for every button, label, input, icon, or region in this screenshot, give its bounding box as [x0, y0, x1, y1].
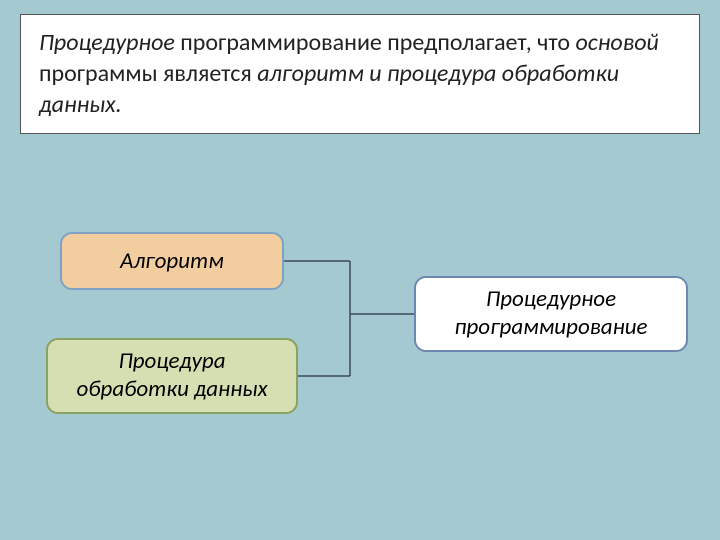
node-result: Процедурное программирование — [414, 276, 688, 352]
algorithm-label: Алгоритм — [120, 247, 224, 275]
def-plain-1: программирование предполагает, что — [175, 28, 576, 57]
def-italic-1: Процедурное — [39, 28, 175, 57]
procedure-line2: обработки данных — [76, 375, 267, 403]
procedure-label: Процедура обработки данных — [76, 348, 267, 403]
definition-box: Процедурное программирование предполагае… — [20, 14, 700, 134]
procedure-line1: Процедура — [118, 347, 225, 375]
node-algorithm: Алгоритм — [60, 232, 284, 290]
def-italic-2: основой — [575, 28, 658, 57]
definition-text: Процедурное программирование предполагае… — [39, 27, 681, 121]
result-line1: Процедурное — [486, 285, 616, 313]
node-procedure: Процедура обработки данных — [46, 338, 298, 414]
result-line2: программирование — [454, 313, 647, 341]
result-label: Процедурное программирование — [454, 286, 647, 341]
def-plain-2: программы является — [39, 59, 257, 88]
